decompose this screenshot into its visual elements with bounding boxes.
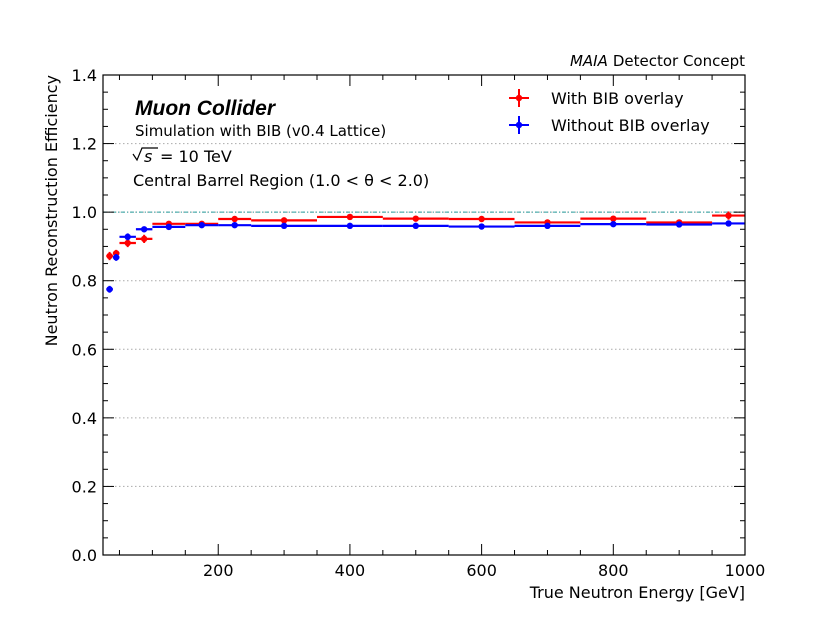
data-point [610,215,617,222]
x-axis-title: True Neutron Energy [GeV] [529,583,745,602]
data-point [412,215,419,222]
data-point [231,221,238,229]
y-tick-label: 1.2 [72,135,97,154]
legend-label-without-bib: Without BIB overlay [551,116,710,135]
y-tick-label: 0.6 [72,340,97,359]
series-without-bib [106,220,745,293]
data-point [124,239,131,247]
y-tick-label: 0.8 [72,272,97,291]
data-point [478,215,485,223]
data-point [112,254,120,261]
x-tick-label: 1000 [725,561,766,580]
data-point [165,223,173,231]
y-axis-title: Neutron Reconstruction Efficiency [42,75,61,346]
data-point [140,226,148,233]
data-point [280,217,288,224]
experiment-label: Muon Collider [135,97,277,120]
data-point [280,222,288,230]
y-tick-label: 0.0 [72,546,97,565]
x-tick-label: 800 [598,561,629,580]
data-point [106,252,113,260]
data-point [124,233,131,241]
legend-marker-without-bib [509,116,529,134]
data-point [478,223,485,230]
series-with-bib [106,211,745,261]
grid-layer [103,143,745,487]
legend-marker-with-bib [509,89,529,107]
x-tick-label: 600 [466,561,497,580]
energy-sqrt-symbol: s [144,147,152,166]
data-point [198,221,205,229]
data-point [544,222,551,230]
data-point [675,221,683,228]
data-point [231,215,238,223]
legend: With BIB overlay Without BIB overlay [509,89,710,135]
corner-label: MAIA Detector Concept [570,52,745,70]
tick-layer: 0.0 0.2 0.4 0.6 0.8 1.0 1.2 1.4 200 400 600 800 1000 [72,66,766,580]
legend-label-with-bib: With BIB overlay [551,89,684,108]
x-tick-label: 400 [335,561,366,580]
data-point [106,286,113,293]
corner-label-italic: MAIA [570,52,608,70]
data-layer [106,211,745,293]
data-point [610,220,617,228]
y-tick-label: 1.0 [72,203,97,222]
region-label: Central Barrel Region (1.0 < θ < 2.0) [133,171,429,190]
y-tick-label: 0.4 [72,409,97,428]
y-tick-label: 1.4 [72,66,97,85]
energy-label: s = 10 TeV [132,147,232,166]
data-point [346,213,354,221]
simulation-label: Simulation with BIB (v0.4 Lattice) [135,122,386,140]
x-tick-label: 200 [203,561,234,580]
data-point [725,212,732,219]
data-point [140,235,148,243]
corner-label-rest: Detector Concept [613,52,745,70]
sqrt-sign-icon [132,147,158,162]
data-point [412,222,419,230]
data-point [725,220,732,227]
data-point [346,222,354,230]
y-tick-label: 0.2 [72,477,97,496]
energy-value: = 10 TeV [160,147,232,166]
